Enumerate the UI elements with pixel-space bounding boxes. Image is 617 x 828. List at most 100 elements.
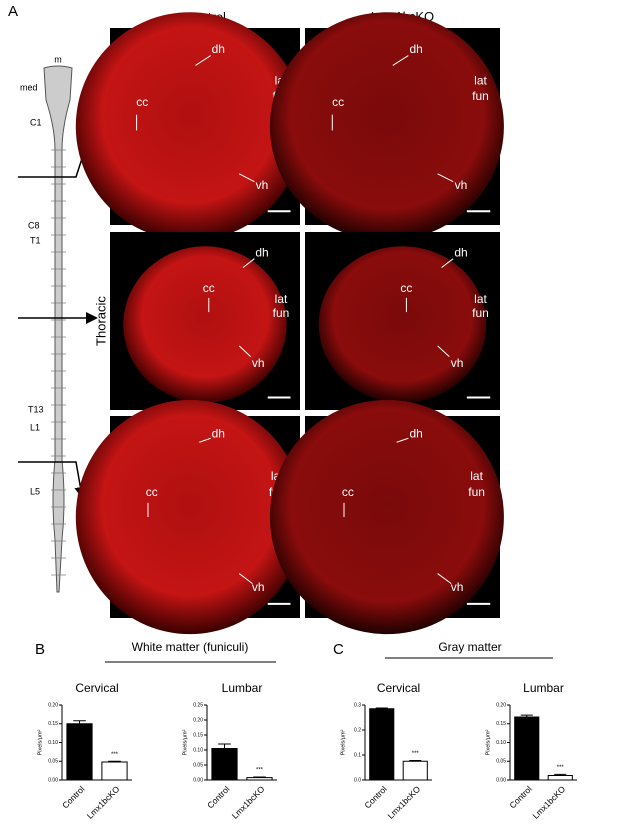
spinal-cord-diagram bbox=[43, 65, 73, 593]
region-label: cc bbox=[146, 485, 158, 499]
leader-line bbox=[437, 173, 454, 183]
y-tick-label: 0.20 bbox=[496, 702, 506, 708]
segment-label: C1 bbox=[30, 117, 42, 127]
segment-label: T13 bbox=[28, 404, 44, 414]
bar bbox=[246, 777, 273, 781]
region-label: cc bbox=[342, 485, 354, 499]
tissue bbox=[123, 246, 287, 403]
y-tick-label: 0.15 bbox=[496, 721, 506, 727]
region-label: dh bbox=[255, 246, 268, 260]
chart-title: Cervical bbox=[377, 681, 420, 695]
y-tick-label: 0.05 bbox=[496, 759, 506, 765]
region-label: lat bbox=[474, 73, 487, 87]
region-label: vh bbox=[455, 178, 468, 192]
tissue bbox=[75, 399, 304, 635]
y-tick-label: 0.25 bbox=[193, 702, 203, 708]
bar bbox=[514, 716, 540, 781]
region-label: fun bbox=[468, 485, 485, 499]
bar bbox=[101, 761, 128, 781]
error-bar bbox=[218, 743, 231, 749]
region-label: cc bbox=[203, 281, 215, 295]
y-tick-label: 0.10 bbox=[193, 747, 203, 753]
y-axis-label: Pixels/μm² bbox=[182, 729, 188, 755]
leader-line bbox=[238, 173, 255, 183]
y-tick-label: 0.2 bbox=[354, 727, 361, 733]
chart-title: Cervical bbox=[75, 681, 118, 695]
error-bar bbox=[520, 714, 533, 717]
leader-line bbox=[396, 437, 409, 443]
significance: *** bbox=[111, 752, 119, 758]
bar bbox=[66, 723, 93, 781]
y-tick-label: 0.05 bbox=[48, 759, 58, 765]
region-label: fun bbox=[472, 306, 489, 320]
region-label: fun bbox=[472, 89, 489, 103]
region-label: dh bbox=[409, 426, 422, 440]
region-label: dh bbox=[409, 42, 422, 56]
segment-label: L5 bbox=[30, 486, 40, 496]
leader-line bbox=[392, 55, 409, 66]
y-tick-label: 0.3 bbox=[354, 702, 361, 708]
bar bbox=[402, 760, 428, 781]
segment-ticks bbox=[51, 149, 66, 576]
tissue bbox=[75, 12, 304, 241]
leader-line bbox=[441, 258, 454, 268]
region-label: vh bbox=[451, 356, 464, 370]
x-tick-label: Control bbox=[362, 784, 389, 811]
x-tick-label: Lmx1bcKO bbox=[385, 784, 422, 821]
segment-label: C8 bbox=[28, 220, 40, 230]
region-label: lat bbox=[275, 292, 288, 306]
significance: *** bbox=[256, 768, 264, 774]
error-bar bbox=[375, 707, 388, 709]
region-label: dh bbox=[454, 246, 467, 260]
y-tick-label: 0.10 bbox=[48, 740, 58, 746]
bar bbox=[211, 748, 238, 781]
y-tick-label: 0.10 bbox=[496, 740, 506, 746]
y-tick-label: 0.20 bbox=[193, 717, 203, 723]
panel-title: White matter (funiculi) bbox=[132, 640, 249, 654]
x-tick-label: Lmx1bcKO bbox=[230, 784, 267, 821]
region-label: vh bbox=[252, 580, 265, 594]
significance: *** bbox=[557, 765, 565, 771]
segment-label: L1 bbox=[30, 422, 40, 432]
y-axis-label: Pixels/μm² bbox=[340, 729, 346, 755]
y-tick-label: 0.00 bbox=[496, 777, 506, 783]
region-label: vh bbox=[451, 580, 464, 594]
y-axis-label: Pixels/μm² bbox=[37, 729, 43, 755]
region-label: lat bbox=[474, 292, 487, 306]
y-tick-label: 0.0 bbox=[354, 777, 361, 783]
region-label: lat bbox=[470, 469, 483, 483]
region-label: fun bbox=[273, 306, 290, 320]
y-tick-label: 0.00 bbox=[193, 777, 203, 783]
leader-line bbox=[437, 573, 452, 585]
panel-title: Gray matter bbox=[438, 640, 501, 654]
x-tick-label: Control bbox=[205, 784, 232, 811]
leader-line bbox=[242, 258, 255, 268]
error-bar bbox=[554, 773, 567, 776]
region-label: cc bbox=[400, 281, 412, 295]
chart-title: Lumbar bbox=[523, 681, 564, 695]
error-bar bbox=[409, 760, 422, 762]
error-bar bbox=[108, 760, 121, 762]
x-tick-label: Lmx1bcKO bbox=[530, 784, 567, 821]
y-tick-label: 0.00 bbox=[48, 777, 58, 783]
error-bar bbox=[73, 720, 86, 724]
y-axis-label: Pixels/μm² bbox=[485, 729, 491, 755]
y-tick-label: 0.15 bbox=[193, 732, 203, 738]
micrograph: dh cc lat fun vh bbox=[269, 399, 504, 635]
panel-label: C bbox=[333, 641, 344, 658]
tissue bbox=[269, 399, 504, 635]
arrow bbox=[18, 461, 87, 499]
bar bbox=[369, 708, 395, 781]
x-tick-label: Control bbox=[60, 784, 87, 811]
panel-label: B bbox=[35, 641, 45, 658]
leader-line bbox=[199, 437, 211, 443]
region-label: vh bbox=[256, 178, 269, 192]
region-label: dh bbox=[212, 42, 225, 56]
leader-line bbox=[195, 55, 211, 66]
segment-label: med bbox=[20, 82, 38, 92]
